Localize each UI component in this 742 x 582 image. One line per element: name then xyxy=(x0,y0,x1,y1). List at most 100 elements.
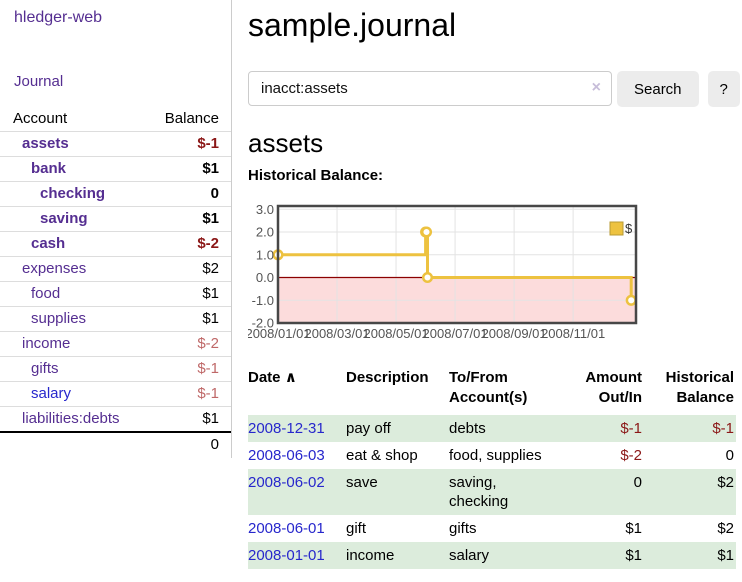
account-balance: $1 xyxy=(202,285,219,302)
account-balance: $-1 xyxy=(197,135,219,152)
plot-border xyxy=(276,204,638,325)
account-link[interactable]: food xyxy=(31,285,61,302)
sidebar-item-journal[interactable]: Journal xyxy=(14,73,64,90)
transaction-date-link[interactable]: 2008-12-31 xyxy=(248,420,325,437)
register-col-amount: Amount Out/In xyxy=(585,369,642,406)
register-row: 2008-06-02 save saving, checking 0 $2 xyxy=(248,469,736,515)
historical-balance-chart: $3.0 2.0 1.0 0.0 -1.0 -2.0 2008/01/01 2008/03/0… xyxy=(248,203,736,345)
transaction-description-cell: pay off xyxy=(346,420,391,437)
account-name-cell: gifts xyxy=(0,357,139,382)
transaction-amount-cell: $1 xyxy=(625,520,642,537)
transaction-accounts-cell: gifts xyxy=(449,520,477,537)
account-link[interactable]: supplies xyxy=(31,310,87,327)
account-name-cell: salary xyxy=(0,382,139,407)
transaction-accounts-cell: debts xyxy=(449,420,486,437)
x-tick-label: 2008/07/01 xyxy=(423,326,488,341)
account-name-cell: expenses xyxy=(0,257,139,282)
transaction-date-link[interactable]: 2008-06-01 xyxy=(248,520,325,537)
account-row: saving $1 xyxy=(0,206,231,232)
transaction-date-cell: 2008-12-31 xyxy=(248,415,346,442)
account-balance: $1 xyxy=(202,160,219,177)
app-title-link[interactable]: hledger-web xyxy=(14,9,103,26)
account-link[interactable]: bank xyxy=(31,160,67,177)
account-link[interactable]: expenses xyxy=(22,260,87,277)
transaction-balance-cell: $-1 xyxy=(712,420,734,437)
account-balance: $2 xyxy=(202,260,219,277)
account-row: cash $-2 xyxy=(0,231,231,257)
y-tick-label: 0.0 xyxy=(256,270,274,285)
account-link[interactable]: gifts xyxy=(31,360,59,377)
chart-title: Historical Balance: xyxy=(248,167,384,184)
sidebar: hledger-web Journal Account Balance asse… xyxy=(0,0,232,458)
register-row: 2008-06-01 gift gifts $1 $2 xyxy=(248,515,736,542)
account-name-cell: food xyxy=(0,282,139,307)
register-header-row: Date ∧ Description To/From Account(s) Am… xyxy=(248,366,736,415)
accounts-table-body: assets $-1 bank $1 checking 0 saving $1 cash $-2 e… xyxy=(0,131,231,433)
transaction-date-cell: 2008-01-01 xyxy=(248,542,346,569)
account-balance: $1 xyxy=(202,310,219,327)
transaction-date-link[interactable]: 2008-06-03 xyxy=(248,447,325,464)
account-link[interactable]: checking xyxy=(40,185,106,202)
account-link[interactable]: liabilities:debts xyxy=(22,410,120,427)
account-row: bank $1 xyxy=(0,156,231,182)
transaction-description-cell: save xyxy=(346,474,378,491)
transaction-amount-cell: 0 xyxy=(633,474,642,491)
register-row: 2008-01-01 income salary $1 $1 xyxy=(248,542,736,569)
y-tick-label: 3.0 xyxy=(256,203,274,217)
main-content: sample.journal × Search ? assets Histori… xyxy=(248,0,740,569)
account-balance: $1 xyxy=(202,210,219,227)
transaction-amount-cell: $1 xyxy=(625,547,642,564)
account-link[interactable]: assets xyxy=(22,135,69,152)
account-heading: assets xyxy=(248,128,324,158)
transaction-date-cell: 2008-06-01 xyxy=(248,515,346,542)
register-col-accounts: To/From Account(s) xyxy=(449,369,528,406)
account-link[interactable]: cash xyxy=(31,235,66,252)
account-balance: 0 xyxy=(210,185,219,202)
transaction-accounts-cell: saving, checking xyxy=(449,474,509,510)
accounts-col-account: Account xyxy=(13,110,68,127)
account-balance: $-2 xyxy=(197,335,219,352)
data-point-marker xyxy=(625,294,637,306)
account-balance: $-1 xyxy=(197,360,219,377)
y-tick-label: -1.0 xyxy=(252,293,274,308)
accounts-table: Account Balance assets $-1 bank $1 checking 0… xyxy=(0,107,231,458)
transaction-balance-cell: $2 xyxy=(717,520,734,537)
x-tick-label: 2008/11/01 xyxy=(541,326,605,341)
clear-search-icon[interactable]: × xyxy=(591,79,601,96)
account-row: gifts $-1 xyxy=(0,356,231,382)
x-tick-label: 2008/01/01 xyxy=(248,326,311,341)
account-link[interactable]: income xyxy=(22,335,71,352)
search-form: × Search ? xyxy=(248,71,740,107)
account-row: income $-2 xyxy=(0,331,231,357)
account-link[interactable]: saving xyxy=(40,210,88,227)
y-tick-label: 1.0 xyxy=(256,247,274,262)
account-row: checking 0 xyxy=(0,181,231,207)
account-name-cell: saving xyxy=(0,207,139,232)
account-row: expenses $2 xyxy=(0,256,231,282)
y-tick-label: 2.0 xyxy=(256,225,274,240)
account-row: supplies $1 xyxy=(0,306,231,332)
search-input[interactable] xyxy=(248,71,612,106)
transaction-description-cell: eat & shop xyxy=(346,447,418,464)
accounts-col-balance: Balance xyxy=(164,110,219,127)
account-row: food $1 xyxy=(0,281,231,307)
account-link[interactable]: salary xyxy=(31,385,72,402)
register-row: 2008-12-31 pay off debts $-1 $-1 xyxy=(248,415,736,442)
register-table: Date ∧ Description To/From Account(s) Am… xyxy=(248,366,736,569)
x-tick-label: 2008/05/01 xyxy=(364,326,429,341)
x-tick-label: 2008/09/01 xyxy=(482,326,547,341)
register-row: 2008-06-03 eat & shop food, supplies $-2 0 xyxy=(248,442,736,469)
register-col-description: Description xyxy=(346,369,429,386)
transaction-accounts-cell: salary xyxy=(449,547,490,564)
account-name-cell: checking xyxy=(0,182,139,207)
account-row: salary $-1 xyxy=(0,381,231,407)
transaction-date-link[interactable]: 2008-01-01 xyxy=(248,547,325,564)
register-col-date[interactable]: Date ∧ xyxy=(248,369,297,386)
search-button[interactable]: Search xyxy=(617,71,699,107)
transaction-description-cell: gift xyxy=(346,520,367,537)
help-button[interactable]: ? xyxy=(707,71,740,107)
transaction-date-link[interactable]: 2008-06-02 xyxy=(248,474,325,491)
register-table-body: 2008-12-31 pay off debts $-1 $-1 2008-06-03 ea… xyxy=(248,415,736,569)
sort-ascending-icon: ∧ xyxy=(284,369,297,386)
account-name-cell: liabilities:debts xyxy=(0,407,139,433)
